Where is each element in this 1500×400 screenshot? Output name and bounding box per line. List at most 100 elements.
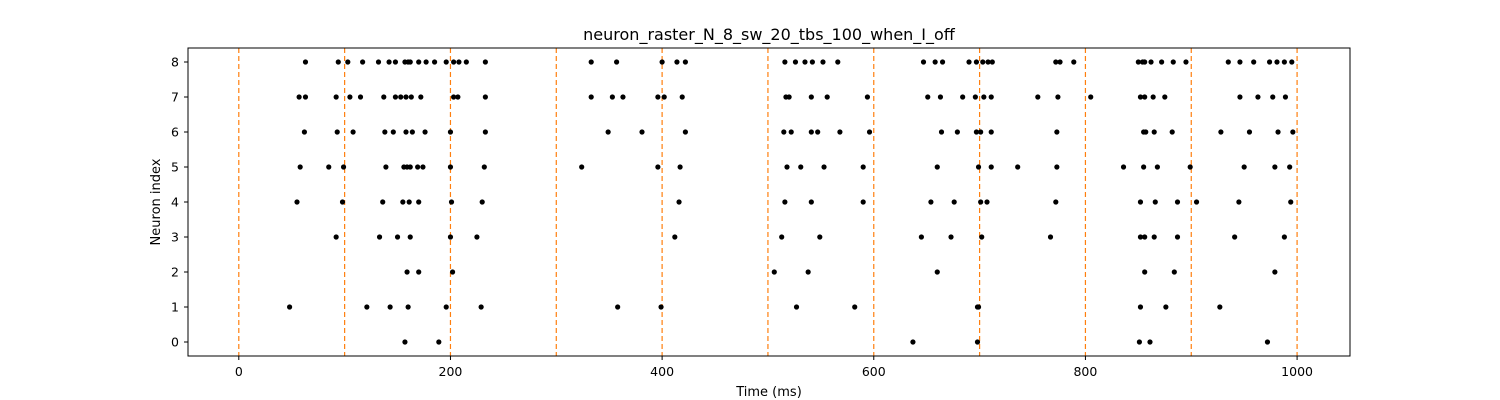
spike-point [1281,59,1287,65]
spike-point [932,59,938,65]
spike-point [347,94,353,100]
spike-point [1137,304,1144,310]
spike-point [588,59,594,65]
spike-point [1035,94,1041,100]
spike-point [860,199,866,205]
spike-point [1142,59,1148,65]
spike-point [1275,129,1281,135]
spike-point [1237,59,1243,65]
spike-point [1159,59,1165,65]
spike-point [387,304,393,310]
spike-point [1274,59,1280,65]
spike-point [1142,269,1148,275]
spike-point [436,339,442,345]
spike-point [1142,234,1148,240]
spike-point [1171,269,1177,275]
spike-point [423,59,429,65]
spike-point [1150,94,1156,100]
spike-point [1266,59,1273,65]
spike-point [639,129,645,135]
spike-point [1148,59,1154,65]
spike-point [297,164,303,170]
spike-point [989,59,995,65]
spike-point [479,199,485,205]
spike-point [482,59,488,65]
spike-point [408,94,414,100]
spike-point [1255,94,1261,100]
chart-title: neuron_raster_N_8_sw_20_tbs_100_when_I_o… [583,25,956,45]
spike-point [404,269,410,275]
spike-point [451,94,457,100]
spike-point [655,164,661,170]
spike-points [286,59,1296,345]
spike-point [402,339,408,345]
spike-point [808,129,814,135]
spike-point [1272,164,1278,170]
spike-point [655,94,661,100]
spike-point [809,59,815,65]
spike-point [422,129,428,135]
spike-point [985,59,991,65]
spike-point [918,234,924,240]
spike-point [420,164,426,170]
spike-point [478,304,484,310]
spike-point [405,304,411,310]
spike-point [805,269,811,275]
spike-point [1241,164,1247,170]
spike-point [815,129,821,135]
spike-point [866,129,873,135]
y-tick-label: 6 [171,125,179,140]
spike-point [925,94,931,100]
spike-point [456,59,462,65]
spike-point [798,164,804,170]
spike-point [474,234,480,240]
spike-point [1193,199,1200,205]
spike-point [1251,59,1257,65]
spike-point [286,304,293,310]
spike-point [1236,199,1242,205]
spike-point [920,59,927,65]
spike-point [661,94,667,100]
spike-point [1290,129,1296,135]
stimulus-vlines [238,48,1298,356]
spike-point [802,59,808,65]
spike-point [449,269,456,275]
spike-point [1071,59,1077,65]
spike-point [609,94,615,100]
spike-point [837,129,843,135]
spike-point [928,199,934,205]
spike-point [1141,164,1147,170]
spike-point [335,59,341,65]
spike-point [360,59,366,65]
spike-point [1264,339,1271,345]
spike-point [1288,199,1294,205]
spike-point [808,199,814,205]
spike-point [1015,164,1021,170]
spike-point [980,59,986,65]
spike-point [1137,94,1144,100]
spike-point [333,94,339,100]
spike-point [939,59,946,65]
y-tick-label: 1 [171,300,179,315]
spike-point [1142,94,1148,100]
spike-point [1237,94,1243,100]
y-axis-ticks: 0 1 2 3 4 5 6 7 8 [171,55,188,350]
spike-point [788,129,794,135]
spike-point [1137,199,1144,205]
y-tick-label: 2 [171,265,179,280]
spike-point [1151,234,1157,240]
spike-point [392,59,399,65]
spike-point [400,199,406,205]
spike-point [416,199,422,205]
spike-point [339,199,346,205]
spike-point [1053,199,1059,205]
x-axis-label: Time (ms) [735,385,802,400]
spike-point [676,199,682,205]
spike-point [1147,339,1153,345]
spike-point [1143,129,1149,135]
spike-point [605,129,611,135]
spike-point [793,304,800,310]
y-tick-label: 0 [171,335,179,350]
spike-point [1183,59,1189,65]
y-tick-label: 4 [171,195,179,210]
